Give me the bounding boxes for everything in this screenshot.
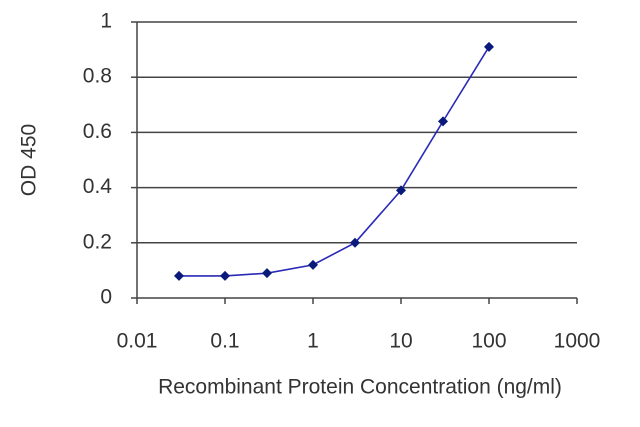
y-axis-label: OD 450 <box>18 124 41 196</box>
x-tick-label: 100 <box>471 330 506 353</box>
marker <box>220 270 230 281</box>
marker <box>173 270 184 281</box>
x-tick-label: 1000 <box>554 330 601 353</box>
x-tick-label: 10 <box>389 330 412 353</box>
x-tick-label: 0.1 <box>210 330 239 353</box>
y-tick-label: 1 <box>100 10 112 33</box>
marker <box>484 41 494 52</box>
y-tick-label: 0.2 <box>83 230 112 253</box>
marker <box>349 237 360 248</box>
marker <box>261 268 272 279</box>
y-tick-label: 0 <box>100 286 112 309</box>
x-axis-label: Recombinant Protein Concentration (ng/ml… <box>158 376 562 399</box>
marker <box>437 116 448 127</box>
series-line <box>178 46 490 277</box>
y-tick-label: 0.4 <box>83 175 113 198</box>
y-tick-label: 0.6 <box>83 120 112 143</box>
x-tick-label: 1 <box>307 330 319 353</box>
y-tick-label: 0.8 <box>83 65 112 88</box>
marker <box>396 185 406 196</box>
x-tick-label: 0.01 <box>117 330 158 353</box>
marker <box>308 259 318 270</box>
